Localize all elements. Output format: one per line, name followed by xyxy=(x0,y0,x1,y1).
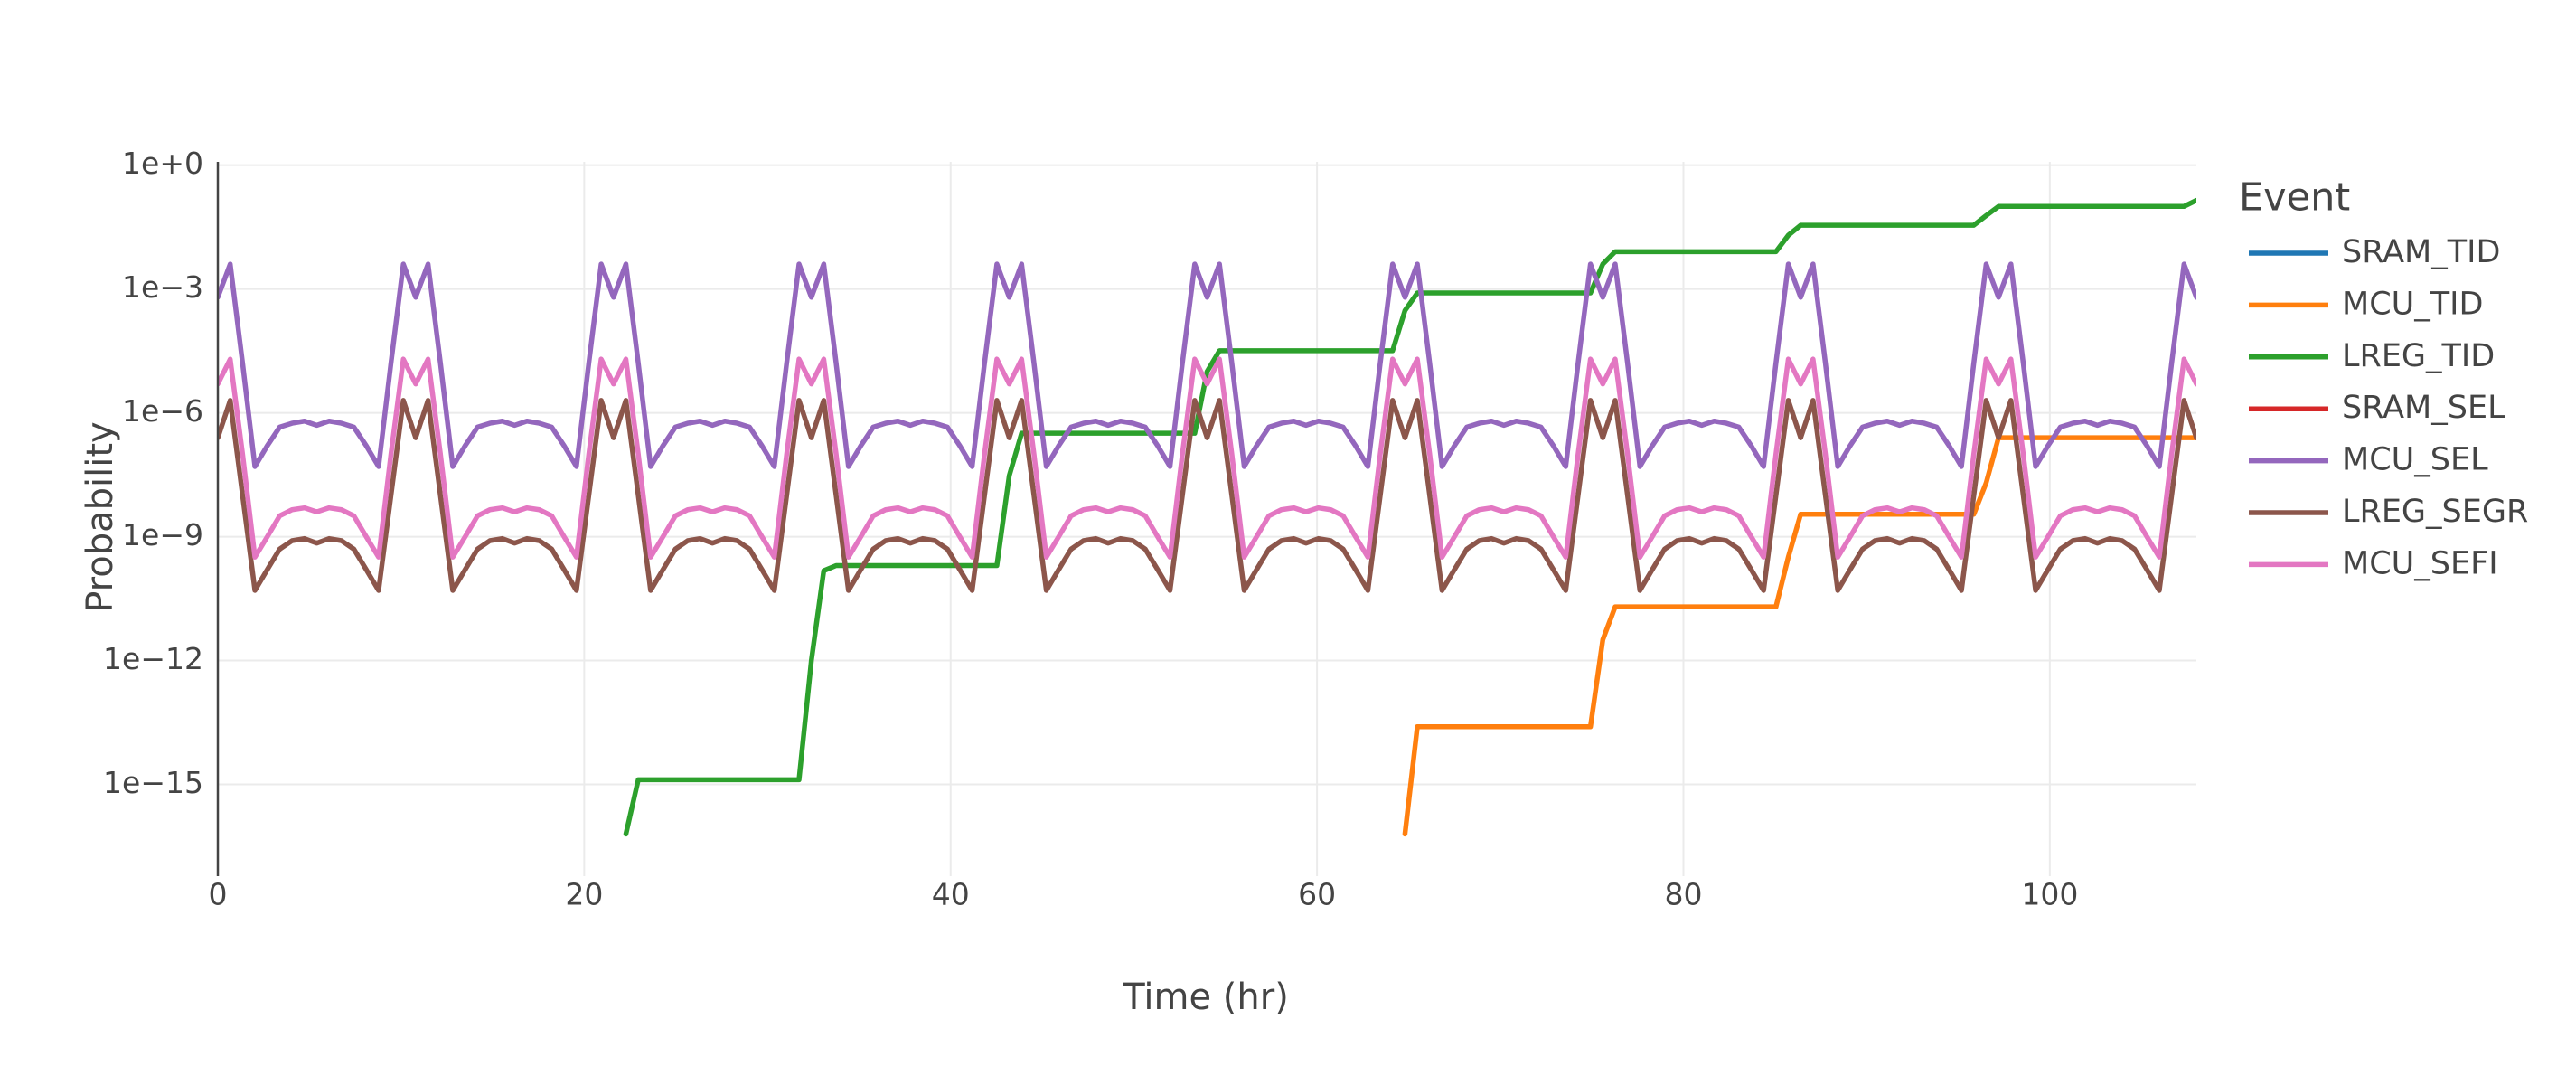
x-tick-label: 40 xyxy=(932,877,970,912)
legend-label: MCU_SEFI xyxy=(2342,545,2498,581)
series-line xyxy=(623,197,2196,837)
axes: 0 20 40 60 80 100 1e+0 1e−3 1e−6 1e−9 1e−12 1e−15 xyxy=(103,146,2078,911)
legend-label: SRAM_SEL xyxy=(2342,390,2505,426)
x-tick-label: 80 xyxy=(1664,877,1702,912)
legend-label: MCU_SEL xyxy=(2342,442,2488,478)
y-tick-label: 1e−15 xyxy=(103,765,203,800)
legend-label: LREG_TID xyxy=(2342,338,2495,374)
legend-title: Event xyxy=(2239,175,2350,221)
x-tick-label: 20 xyxy=(565,877,603,912)
series-line xyxy=(218,261,2196,469)
y-tick-label: 1e+0 xyxy=(122,146,203,181)
x-tick-label: 100 xyxy=(2021,877,2078,912)
plot-area xyxy=(218,197,2196,837)
legend-label: SRAM_TID xyxy=(2342,234,2500,270)
legend-label: LREG_SEGR xyxy=(2342,494,2528,530)
y-tick-label: 1e−3 xyxy=(122,269,203,305)
x-tick-label: 60 xyxy=(1298,877,1336,912)
series-line xyxy=(218,356,2196,560)
y-tick-label: 1e−9 xyxy=(122,517,203,552)
grid xyxy=(217,162,2196,876)
series-line xyxy=(218,398,2196,593)
series-line xyxy=(1402,435,2196,837)
y-tick-label: 1e−12 xyxy=(103,641,203,676)
x-tick-label: 0 xyxy=(209,877,228,912)
legend-label: MCU_TID xyxy=(2342,286,2483,322)
y-tick-label: 1e−6 xyxy=(122,393,203,429)
y-axis-title: Probability xyxy=(80,421,121,612)
x-axis-title: Time (hr) xyxy=(1122,976,1289,1018)
